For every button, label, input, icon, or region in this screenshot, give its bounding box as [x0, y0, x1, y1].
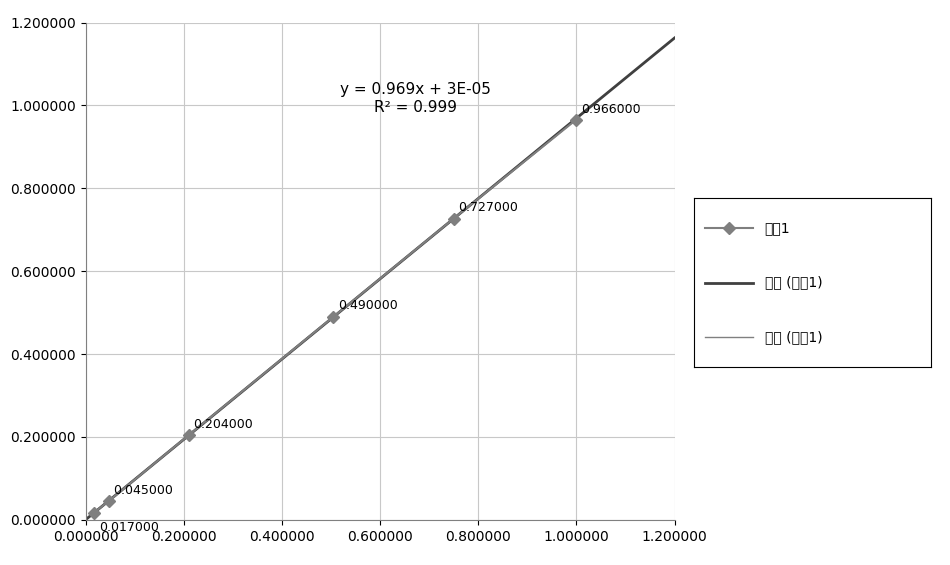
Text: 0.204000: 0.204000	[194, 418, 254, 431]
Text: 0.727000: 0.727000	[459, 201, 519, 214]
Text: 0.045000: 0.045000	[113, 484, 173, 497]
Text: 0.017000: 0.017000	[99, 521, 159, 534]
Text: y = 0.969x + 3E-05
R² = 0.999: y = 0.969x + 3E-05 R² = 0.999	[340, 82, 491, 115]
Text: 线性 (系列1): 线性 (系列1)	[765, 330, 823, 344]
Text: 0.490000: 0.490000	[338, 299, 398, 312]
Text: 0.966000: 0.966000	[581, 103, 641, 116]
Text: 系列1: 系列1	[765, 221, 790, 235]
Text: 线性 (系列1): 线性 (系列1)	[765, 276, 823, 289]
